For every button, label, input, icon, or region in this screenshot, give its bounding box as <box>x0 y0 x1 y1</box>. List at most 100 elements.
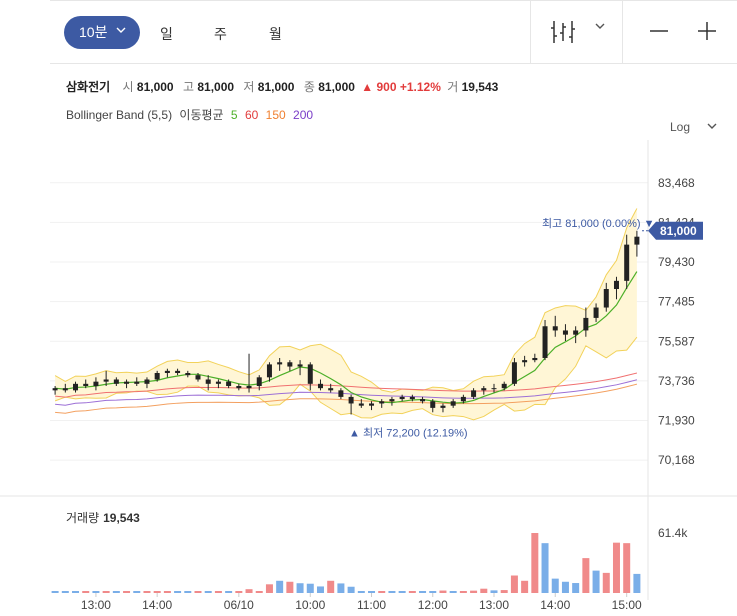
candle-body <box>124 381 130 384</box>
candle <box>307 362 313 391</box>
volume-bar <box>143 591 151 593</box>
candle <box>613 276 619 300</box>
volume-bar <box>51 591 59 593</box>
x-tick-label: 06/10 <box>224 598 254 612</box>
bollinger-label[interactable]: Bollinger Band (5,5) <box>66 108 173 122</box>
candle-body <box>603 289 609 308</box>
volume-bar <box>439 590 447 593</box>
candle-body <box>573 330 579 335</box>
candle <box>409 394 415 402</box>
volume-bar <box>459 591 467 593</box>
candle <box>93 377 99 391</box>
zoom-in-button[interactable] <box>698 16 716 52</box>
candle <box>460 394 466 404</box>
tab-monthly[interactable]: 월 <box>269 26 282 42</box>
candle-body <box>491 388 497 390</box>
quote-summary: 삼화전기 시 81,000 고 81,000 저 81,000 종 81,000… <box>66 78 501 95</box>
candle <box>185 370 191 378</box>
candle-body <box>134 381 140 384</box>
divider <box>622 1 623 64</box>
candle <box>73 381 79 393</box>
candle <box>522 355 528 367</box>
open-label: 시 <box>122 80 134 94</box>
volume-bar <box>82 591 90 593</box>
volume-bar <box>61 591 69 593</box>
max-price-annotation: 최고 81,000 (0.00%) ▼ <box>542 217 654 230</box>
ma-label[interactable]: 이동평균 <box>179 108 224 122</box>
candle-body <box>236 385 242 389</box>
candle <box>399 394 405 402</box>
candle <box>103 370 109 386</box>
ma-200: 200 <box>293 108 314 122</box>
current-price-tag: 81,000 <box>648 221 703 240</box>
x-tick-label: 11:00 <box>357 598 386 612</box>
volume-max-tick: 61.4k <box>658 526 688 540</box>
volume-bar <box>123 591 131 593</box>
low-value: 81,000 <box>257 80 295 94</box>
volume-bar <box>72 591 80 593</box>
chart-toolbar: 10분 일 주 월 <box>50 0 737 64</box>
candle <box>624 234 630 290</box>
scale-dropdown[interactable]: Log <box>670 120 717 134</box>
open-value: 81,000 <box>136 80 174 94</box>
candle-body <box>144 379 150 384</box>
stock-name: 삼화전기 <box>66 80 111 94</box>
volume-bar <box>316 586 324 593</box>
candle <box>358 399 364 408</box>
zoom-out-button[interactable] <box>650 16 668 52</box>
x-tick-label: 14:00 <box>540 598 570 612</box>
tab-weekly[interactable]: 주 <box>214 26 227 42</box>
candle-body <box>256 377 262 386</box>
divider <box>530 1 531 64</box>
close-label: 종 <box>303 80 315 94</box>
ma-150: 150 <box>265 108 286 122</box>
candle <box>562 324 568 341</box>
ma-200-line <box>55 379 638 406</box>
candle-body <box>624 244 630 281</box>
candle-body <box>93 381 99 386</box>
x-tick-label: 13:00 <box>81 598 111 612</box>
candle <box>430 399 436 413</box>
volume-bar <box>602 572 610 593</box>
high-value: 81,000 <box>197 80 235 94</box>
high-label: 고 <box>182 80 194 94</box>
y-tick-label: 75,587 <box>658 334 695 348</box>
volume-panel-title: 거래량 <box>66 511 100 525</box>
tab-daily[interactable]: 일 <box>160 26 173 42</box>
volume-bar <box>337 583 345 593</box>
y-tick-label: 83,468 <box>658 176 695 190</box>
candle <box>205 375 211 391</box>
candle-body <box>103 379 109 382</box>
candle-body <box>450 401 456 406</box>
candle-body <box>317 383 323 389</box>
candle-body <box>562 330 568 335</box>
candle <box>317 379 323 391</box>
volume-bar <box>194 591 202 593</box>
candle-body <box>83 383 89 386</box>
candle-body <box>552 326 558 331</box>
candle-body <box>338 390 344 397</box>
volume-bar <box>102 591 110 593</box>
candle-body <box>226 381 232 386</box>
volume-bar <box>561 581 569 593</box>
scale-label: Log <box>670 120 691 134</box>
candle-body <box>175 370 181 374</box>
chart-type-chevron-icon[interactable] <box>595 21 605 34</box>
volume-bar <box>612 542 620 593</box>
timeframe-dropdown[interactable]: 10분 <box>64 16 140 49</box>
bollinger-band <box>54 208 638 421</box>
volume-bar <box>357 591 365 593</box>
timeframe-label: 10분 <box>79 24 108 40</box>
candle-body <box>113 379 119 384</box>
candle <box>491 383 497 393</box>
volume-bar <box>204 591 212 593</box>
chevron-down-icon <box>116 16 126 49</box>
candle-body <box>297 364 303 367</box>
candle-body <box>277 362 283 365</box>
volume-bar <box>235 591 243 593</box>
candlestick-type-icon[interactable] <box>550 19 576 50</box>
candle <box>287 360 293 371</box>
candle <box>450 399 456 408</box>
volume-bar <box>92 591 100 593</box>
